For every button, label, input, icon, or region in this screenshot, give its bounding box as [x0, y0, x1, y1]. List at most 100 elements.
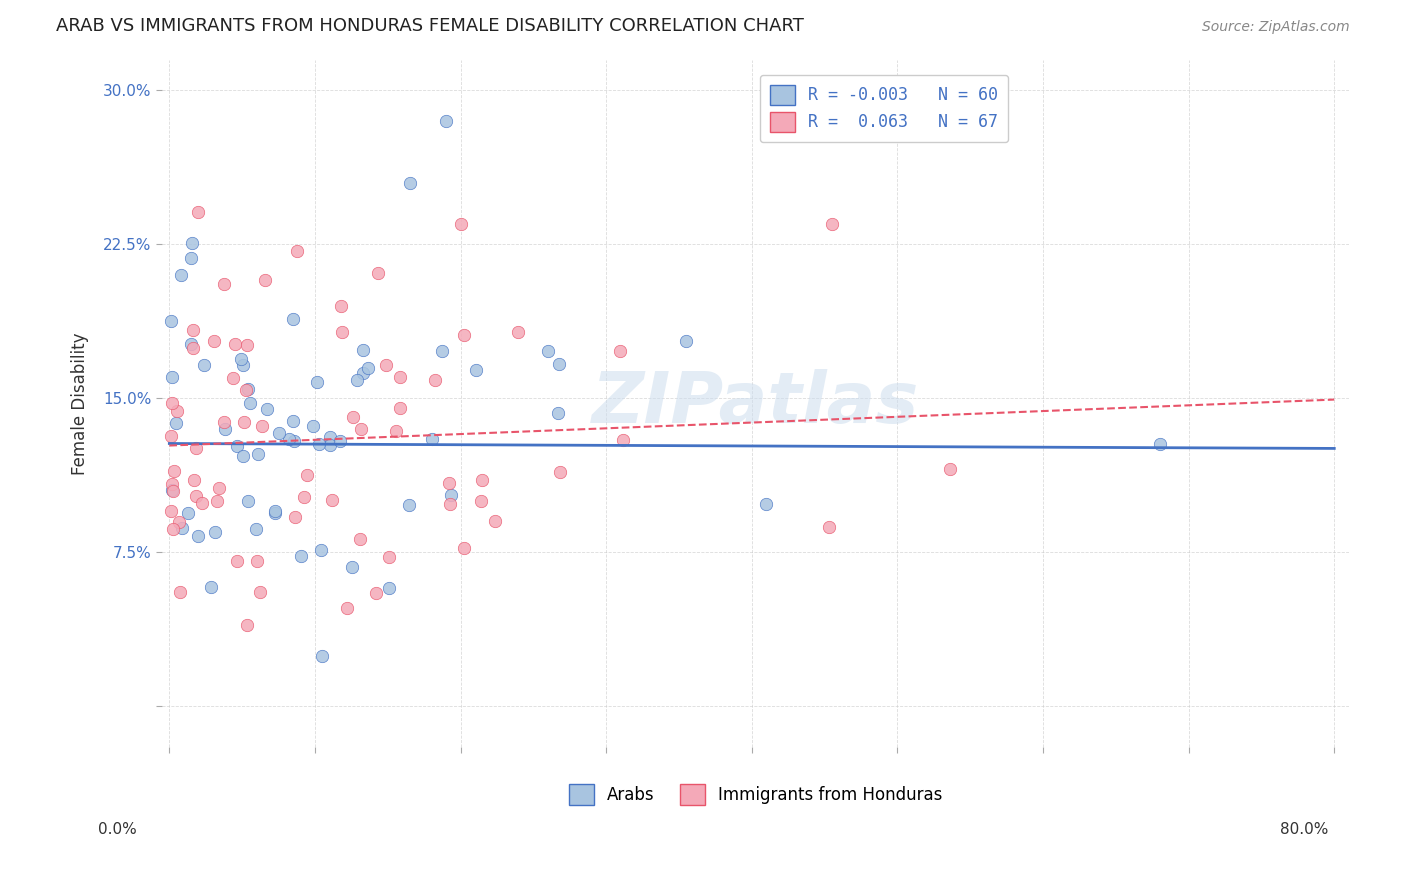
Point — [236, 338, 259, 352]
Point — [184, 441, 207, 455]
Point — [388, 369, 411, 384]
Point — [309, 543, 332, 558]
Point — [548, 466, 571, 480]
Point — [308, 437, 330, 451]
Point — [208, 481, 231, 495]
Point — [225, 439, 247, 453]
Point — [246, 554, 269, 568]
Point — [547, 406, 569, 420]
Point — [245, 522, 267, 536]
Point — [160, 396, 183, 410]
Point — [263, 506, 285, 520]
Point — [281, 311, 304, 326]
Point — [295, 467, 318, 482]
Point — [346, 373, 368, 387]
Point — [190, 496, 212, 510]
Point — [187, 529, 209, 543]
Point — [214, 422, 236, 436]
Point — [437, 475, 460, 490]
Point — [162, 369, 184, 384]
Point — [340, 559, 363, 574]
Point — [165, 416, 187, 430]
Point — [352, 367, 374, 381]
Point — [239, 396, 262, 410]
Point — [200, 580, 222, 594]
Point — [305, 375, 328, 389]
Point — [470, 493, 492, 508]
Point — [440, 488, 463, 502]
Point — [755, 497, 778, 511]
Point — [162, 484, 184, 499]
Point — [1149, 436, 1171, 450]
Point — [172, 521, 194, 535]
Point — [162, 523, 184, 537]
Point — [236, 618, 259, 632]
Point — [330, 299, 353, 313]
Point — [302, 419, 325, 434]
Text: Source: ZipAtlas.com: Source: ZipAtlas.com — [1202, 21, 1350, 34]
Point — [232, 358, 254, 372]
Point — [159, 314, 181, 328]
Point — [238, 494, 260, 508]
Point — [159, 504, 181, 518]
Point — [388, 401, 411, 415]
Point — [290, 549, 312, 563]
Point — [181, 342, 204, 356]
Point — [352, 343, 374, 358]
Point — [398, 498, 420, 512]
Point — [281, 414, 304, 428]
Point — [204, 524, 226, 539]
Point — [939, 462, 962, 476]
Point — [817, 520, 839, 534]
Y-axis label: Female Disability: Female Disability — [72, 332, 89, 475]
Point — [434, 114, 457, 128]
Point — [453, 327, 475, 342]
Point — [537, 343, 560, 358]
Point — [187, 204, 209, 219]
Point — [547, 357, 569, 371]
Point — [420, 432, 443, 446]
Point — [378, 581, 401, 595]
Point — [180, 337, 202, 351]
Point — [292, 490, 315, 504]
Point — [167, 515, 190, 529]
Point — [226, 554, 249, 568]
Point — [212, 277, 235, 292]
Point — [367, 266, 389, 280]
Text: 80.0%: 80.0% — [1281, 822, 1329, 837]
Point — [284, 510, 307, 524]
Point — [423, 373, 446, 387]
Point — [256, 401, 278, 416]
Point — [177, 506, 200, 520]
Point — [163, 464, 186, 478]
Point — [264, 503, 287, 517]
Point — [342, 410, 364, 425]
Point — [350, 422, 373, 436]
Text: 0.0%: 0.0% — [98, 822, 138, 837]
Point — [450, 217, 472, 231]
Point — [349, 533, 371, 547]
Point — [222, 370, 245, 384]
Point — [609, 343, 631, 358]
Point — [398, 176, 420, 190]
Legend: Arabs, Immigrants from Honduras: Arabs, Immigrants from Honduras — [558, 774, 952, 814]
Point — [232, 415, 254, 429]
Point — [508, 325, 530, 339]
Point — [250, 419, 273, 434]
Text: ARAB VS IMMIGRANTS FROM HONDURAS FEMALE DISABILITY CORRELATION CHART: ARAB VS IMMIGRANTS FROM HONDURAS FEMALE … — [56, 17, 804, 35]
Point — [375, 358, 398, 372]
Point — [181, 323, 204, 337]
Point — [180, 252, 202, 266]
Point — [183, 473, 205, 487]
Point — [235, 383, 257, 397]
Point — [181, 236, 204, 251]
Point — [162, 483, 184, 497]
Point — [253, 273, 276, 287]
Point — [484, 514, 506, 528]
Point — [319, 430, 342, 444]
Point — [166, 404, 188, 418]
Point — [205, 494, 228, 508]
Point — [319, 437, 342, 451]
Point — [169, 585, 191, 599]
Point — [283, 434, 305, 449]
